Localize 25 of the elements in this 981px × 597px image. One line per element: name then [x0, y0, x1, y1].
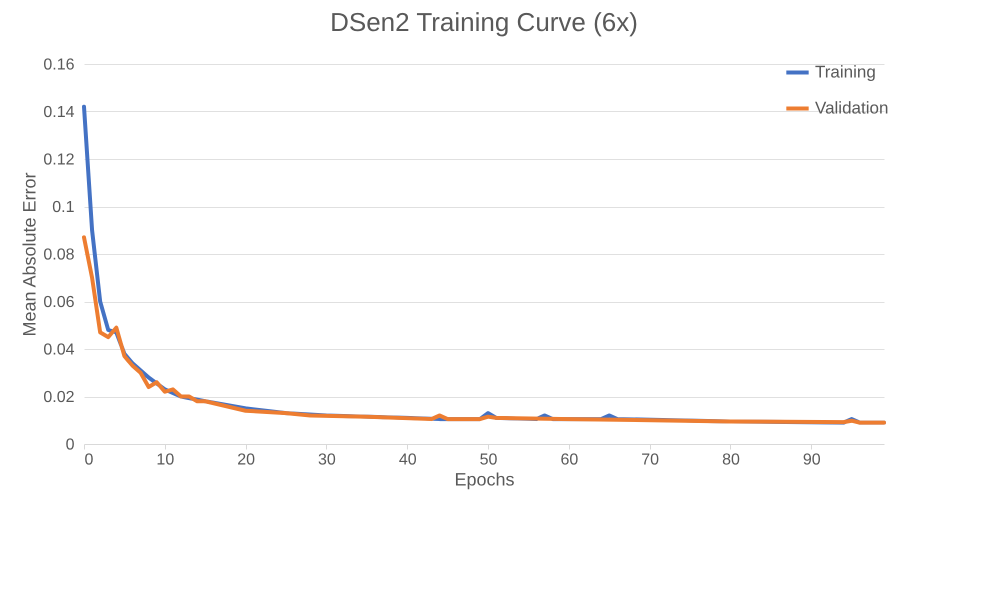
- y-tick-label: 0.1: [52, 199, 75, 216]
- x-tick-label: 80: [722, 452, 740, 468]
- chart-title: DSen2 Training Curve (6x): [330, 7, 638, 37]
- y-tick-label: 0.12: [43, 152, 75, 168]
- x-tick-label: 0: [84, 452, 94, 468]
- y-tick-label: 0.04: [43, 342, 75, 358]
- y-tick-label: 0.16: [43, 56, 75, 74]
- x-tick-label: 10: [156, 452, 174, 468]
- x-axis-title: Epochs: [454, 470, 515, 490]
- y-tick-label: 0.08: [43, 246, 75, 264]
- y-axis-title: Mean Absolute Error: [19, 172, 40, 337]
- y-tick-label: 0.06: [43, 294, 75, 311]
- x-tick-label: 90: [802, 452, 821, 468]
- line-series: [82, 235, 886, 425]
- legend-label: Validation: [815, 98, 888, 118]
- x-tick-label: 50: [480, 452, 498, 468]
- x-tick-label: 60: [560, 452, 578, 468]
- x-tick-label: 40: [398, 452, 417, 468]
- legend-label: Training: [815, 62, 876, 82]
- y-tick-label: 0: [66, 436, 75, 454]
- x-tick-label: 70: [641, 452, 660, 468]
- y-tick-label: 0.14: [43, 104, 75, 121]
- x-tick-label: 30: [318, 452, 336, 468]
- x-tick-label: 20: [237, 452, 256, 468]
- y-tick-label: 0.02: [43, 389, 75, 406]
